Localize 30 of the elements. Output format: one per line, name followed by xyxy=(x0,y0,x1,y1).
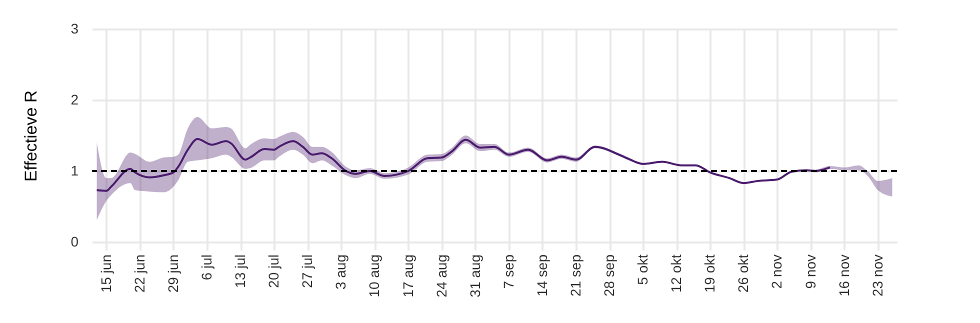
x-tick-label: 27 jul xyxy=(299,254,316,288)
y-tick-label: 1 xyxy=(70,162,79,178)
x-tick-label: 10 aug xyxy=(366,254,382,298)
x-tick-label: 23 nov xyxy=(869,254,886,297)
y-tick-label: 3 xyxy=(70,20,79,36)
x-tick-label: 20 jul xyxy=(266,254,282,288)
x-tick-label: 22 jun xyxy=(131,254,148,293)
y-tick-label: 2 xyxy=(70,92,79,108)
x-tick-label: 26 okt xyxy=(735,254,752,293)
x-tick-label: 7 sep xyxy=(500,254,516,289)
x-tick-label: 31 aug xyxy=(466,254,483,298)
x-tick-label: 3 aug xyxy=(332,254,349,290)
x-tick-label: 5 okt xyxy=(634,254,651,285)
x-tick-label: 9 nov xyxy=(802,254,818,289)
y-tick-label: 0 xyxy=(70,234,79,250)
x-tick-label: 13 jul xyxy=(232,254,248,288)
x-tick-label: 28 sep xyxy=(601,254,617,297)
x-tick-label: 12 okt xyxy=(668,254,684,293)
x-tick-label: 2 nov xyxy=(768,254,785,289)
x-tick-label: 24 aug xyxy=(433,254,450,298)
x-tick-label: 16 nov xyxy=(836,254,852,297)
x-tick-label: 17 aug xyxy=(400,254,416,298)
line-series xyxy=(96,138,831,192)
x-tick-label: 14 sep xyxy=(534,254,550,297)
x-tick-label: 6 jul xyxy=(198,254,214,280)
y-axis-title: Effectieve R xyxy=(22,90,41,182)
x-tick-label: 19 okt xyxy=(702,254,718,293)
x-tick-label: 15 jun xyxy=(98,254,114,293)
x-tick-label: 29 jun xyxy=(164,254,181,293)
x-tick-label: 21 sep xyxy=(567,254,584,297)
